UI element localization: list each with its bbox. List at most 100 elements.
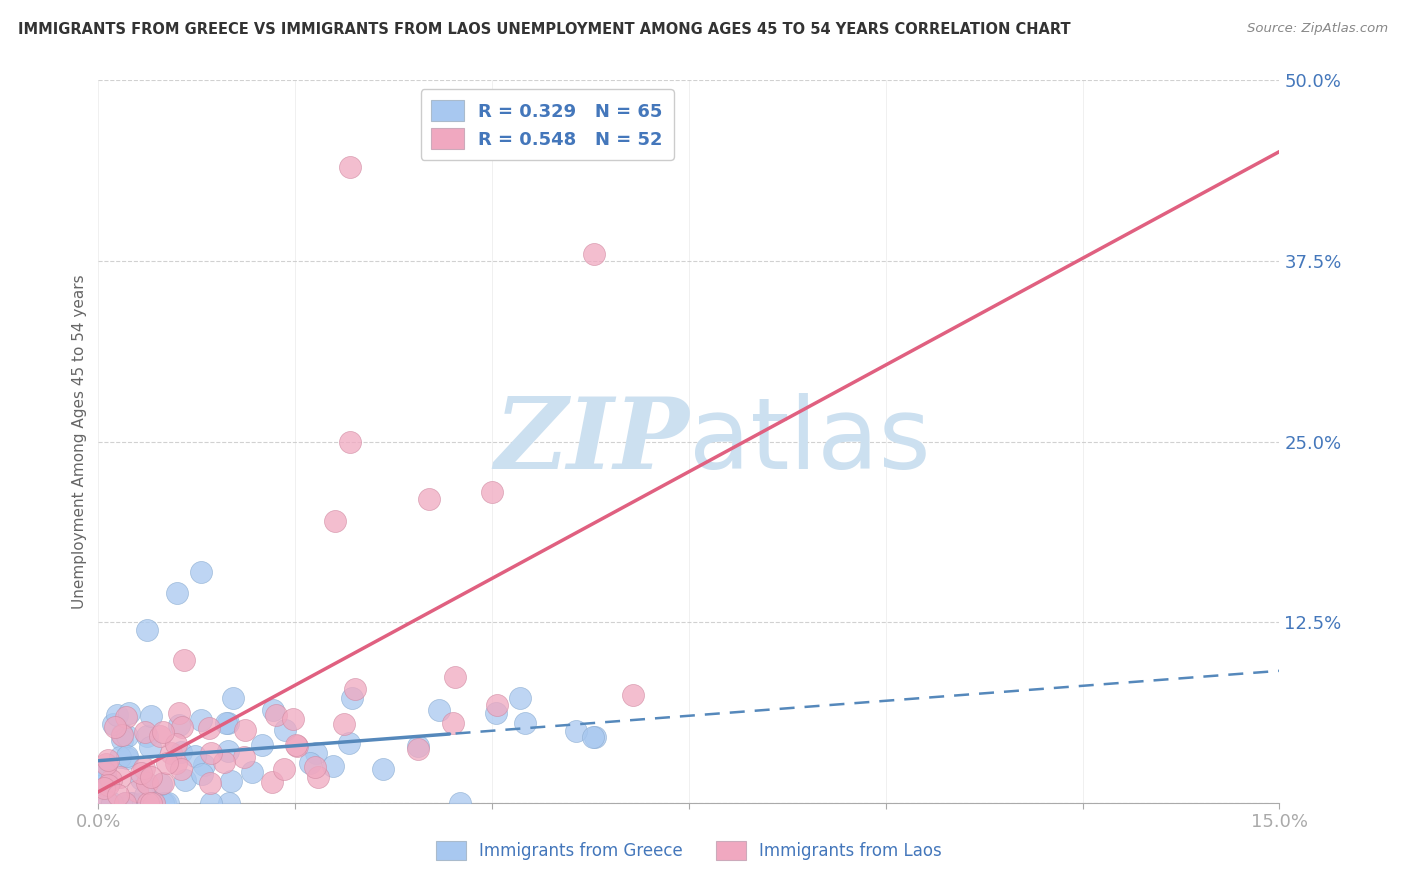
Point: [305, 746, 328, 760]
Text: IMMIGRANTS FROM GREECE VS IMMIGRANTS FROM LAOS UNEMPLOYMENT AMONG AGES 45 TO 54 : IMMIGRANTS FROM GREECE VS IMMIGRANTS FRO…: [18, 22, 1071, 37]
Point: [169, 745, 191, 759]
Point: [96, 795, 118, 809]
Point: [233, 750, 256, 764]
Point: [262, 703, 284, 717]
Point: [136, 776, 159, 790]
Point: [143, 796, 166, 810]
Point: [184, 748, 207, 763]
Point: [218, 796, 240, 810]
Point: [449, 796, 471, 810]
Point: [332, 717, 354, 731]
Point: [141, 708, 163, 723]
Text: Source: ZipAtlas.com: Source: ZipAtlas.com: [1247, 22, 1388, 36]
Point: [250, 739, 273, 753]
Point: [304, 760, 326, 774]
Point: [111, 732, 134, 747]
Point: [217, 744, 239, 758]
Point: [193, 758, 215, 772]
Point: [565, 724, 588, 739]
Point: [127, 784, 149, 798]
Point: [103, 720, 125, 734]
Point: [443, 670, 465, 684]
Point: [217, 716, 239, 731]
Point: [582, 730, 605, 744]
Point: [284, 738, 307, 752]
Point: [165, 738, 187, 752]
Point: [191, 767, 214, 781]
Point: [97, 796, 120, 810]
Point: [132, 796, 155, 810]
Point: [170, 720, 193, 734]
Point: [513, 715, 536, 730]
Point: [427, 703, 450, 717]
Point: [583, 246, 606, 260]
Point: [136, 796, 159, 810]
Point: [173, 773, 195, 788]
Point: [260, 775, 283, 789]
Point: [149, 777, 172, 791]
Point: [93, 780, 115, 795]
Point: [94, 757, 117, 772]
Point: [167, 718, 190, 732]
Point: [152, 724, 174, 739]
Point: [156, 756, 179, 771]
Point: [485, 698, 508, 713]
Point: [94, 764, 117, 779]
Point: [406, 739, 429, 754]
Point: [166, 586, 188, 600]
Text: ZIP: ZIP: [494, 393, 689, 490]
Point: [198, 721, 221, 735]
Point: [118, 796, 141, 810]
Point: [136, 623, 159, 637]
Point: [93, 779, 115, 793]
Point: [134, 789, 156, 803]
Point: [339, 434, 361, 449]
Point: [118, 706, 141, 720]
Point: [136, 729, 159, 743]
Point: [165, 756, 187, 771]
Point: [141, 796, 163, 810]
Point: [96, 773, 118, 788]
Point: [273, 762, 295, 776]
Legend: Immigrants from Greece, Immigrants from Laos: Immigrants from Greece, Immigrants from …: [429, 834, 949, 867]
Point: [108, 750, 131, 764]
Point: [214, 715, 236, 730]
Point: [153, 796, 176, 810]
Point: [157, 796, 180, 810]
Point: [221, 690, 243, 705]
Point: [90, 773, 112, 788]
Point: [418, 492, 440, 507]
Point: [240, 765, 263, 780]
Point: [219, 774, 242, 789]
Point: [344, 681, 367, 696]
Point: [337, 735, 360, 749]
Point: [129, 772, 152, 787]
Point: [323, 514, 346, 528]
Point: [190, 565, 212, 579]
Point: [441, 716, 464, 731]
Point: [111, 729, 134, 743]
Point: [298, 756, 321, 770]
Point: [583, 731, 606, 745]
Text: atlas: atlas: [689, 393, 931, 490]
Point: [149, 729, 172, 743]
Point: [117, 749, 139, 764]
Point: [143, 796, 166, 810]
Point: [114, 710, 136, 724]
Point: [283, 712, 305, 726]
Point: [101, 717, 124, 731]
Point: [114, 796, 136, 810]
Point: [111, 727, 134, 741]
Point: [406, 741, 429, 756]
Point: [509, 691, 531, 706]
Point: [97, 753, 120, 767]
Y-axis label: Unemployment Among Ages 45 to 54 years: Unemployment Among Ages 45 to 54 years: [72, 274, 87, 609]
Point: [485, 706, 508, 720]
Point: [339, 160, 361, 174]
Point: [373, 762, 395, 776]
Point: [139, 770, 162, 784]
Point: [160, 746, 183, 760]
Point: [167, 706, 190, 720]
Point: [200, 746, 222, 760]
Point: [274, 723, 297, 737]
